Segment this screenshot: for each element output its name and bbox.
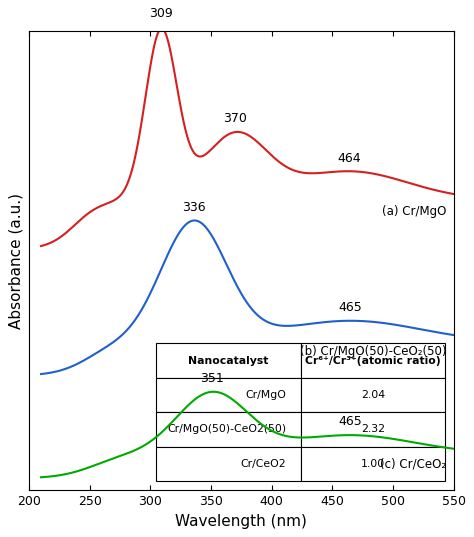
Text: 465: 465 [338,416,363,429]
Text: 465: 465 [338,301,363,314]
Text: 309: 309 [149,8,173,20]
Text: 370: 370 [223,112,247,125]
Text: 351: 351 [201,372,224,385]
Y-axis label: Absorbance (a.u.): Absorbance (a.u.) [9,193,23,329]
Text: (c) Cr/CeO₂: (c) Cr/CeO₂ [380,457,447,470]
Text: 336: 336 [182,201,206,214]
Text: 464: 464 [337,151,361,164]
X-axis label: Wavelength (nm): Wavelength (nm) [175,514,307,528]
Text: (a) Cr/MgO: (a) Cr/MgO [382,205,447,218]
Text: (b) Cr/MgO(50)-CeO₂(50): (b) Cr/MgO(50)-CeO₂(50) [300,345,447,358]
